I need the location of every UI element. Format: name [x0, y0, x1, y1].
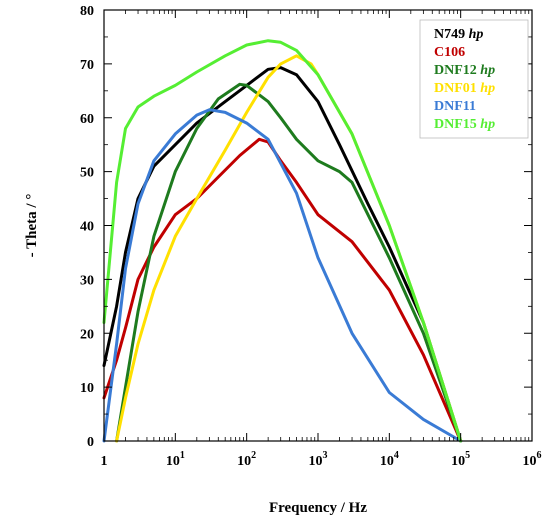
plot-frame — [103, 9, 533, 442]
legend-item: DNF01 hp — [434, 81, 495, 96]
series-line-dnf01 — [115, 54, 463, 443]
legend-item: DNF15 hp — [434, 117, 495, 132]
x-tick-label: 1 — [101, 454, 108, 469]
series-line-n749 — [102, 66, 463, 443]
legend-item: C106 — [434, 45, 465, 60]
x-tick-label: 105 — [451, 450, 470, 469]
y-tick-label: 30 — [80, 273, 94, 288]
legend-item: N749 hp — [434, 27, 483, 42]
x-axis-title: Frequency / Hz — [269, 500, 367, 516]
y-tick-label: 80 — [80, 4, 94, 19]
legend-item: DNF12 hp — [434, 63, 495, 78]
y-tick-label: 0 — [87, 435, 94, 450]
y-axis-title: - Theta / ° — [24, 194, 40, 258]
x-tick-label: 101 — [166, 450, 185, 469]
y-tick-label: 60 — [80, 112, 94, 127]
legend-item: DNF11 — [434, 99, 476, 114]
x-tick-label: 103 — [309, 450, 328, 469]
series-line-c106 — [102, 137, 463, 443]
y-tick-label: 50 — [80, 166, 94, 181]
series-line-dnf15 — [102, 39, 463, 443]
series-line-dnf12 — [115, 82, 463, 443]
series-line-dnf11 — [102, 108, 463, 443]
y-tick-label: 40 — [80, 220, 94, 235]
series-layer — [102, 39, 463, 443]
y-tick-label: 20 — [80, 327, 94, 342]
y-tick-label: 70 — [80, 58, 94, 73]
legend: N749 hp C106 DNF12 hp DNF01 hp DNF11 DNF15 hp — [419, 19, 529, 139]
legend-box — [419, 19, 529, 139]
x-tick-label: 106 — [523, 450, 542, 469]
x-tick-label: 104 — [380, 450, 399, 469]
y-tick-label: 10 — [80, 381, 94, 396]
x-tick-label: 102 — [237, 450, 256, 469]
